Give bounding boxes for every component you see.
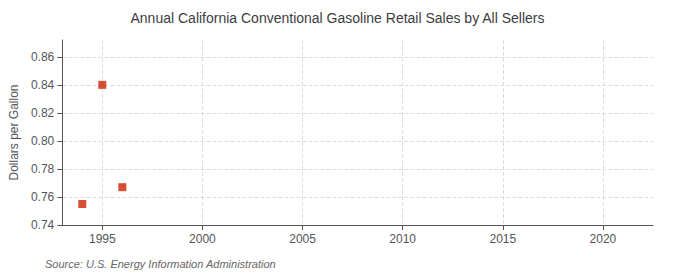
svg-text:0.86: 0.86 bbox=[31, 50, 55, 64]
svg-text:2015: 2015 bbox=[489, 232, 516, 246]
svg-text:2010: 2010 bbox=[389, 232, 416, 246]
svg-text:0.74: 0.74 bbox=[31, 218, 55, 232]
svg-text:2000: 2000 bbox=[189, 232, 216, 246]
svg-text:0.76: 0.76 bbox=[31, 190, 55, 204]
svg-text:0.82: 0.82 bbox=[31, 106, 55, 120]
svg-text:0.84: 0.84 bbox=[31, 78, 55, 92]
svg-text:2005: 2005 bbox=[289, 232, 316, 246]
svg-text:Source: U.S. Energy Informatio: Source: U.S. Energy Information Administ… bbox=[45, 258, 276, 270]
svg-text:0.80: 0.80 bbox=[31, 134, 55, 148]
svg-text:0.78: 0.78 bbox=[31, 162, 55, 176]
svg-text:Dollars per Gallon: Dollars per Gallon bbox=[7, 84, 21, 180]
svg-text:Annual California Conventional: Annual California Conventional Gasoline … bbox=[130, 10, 544, 26]
svg-text:1995: 1995 bbox=[89, 232, 116, 246]
svg-text:2020: 2020 bbox=[590, 232, 617, 246]
